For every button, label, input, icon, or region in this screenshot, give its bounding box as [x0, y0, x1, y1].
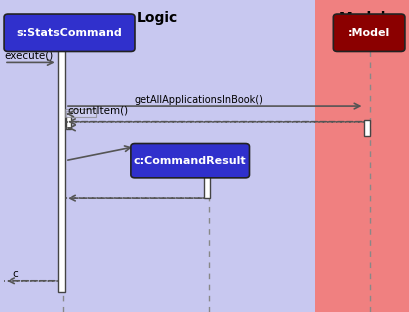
Text: c:CommandResult: c:CommandResult: [134, 156, 247, 166]
Text: s:StatsCommand: s:StatsCommand: [17, 28, 122, 38]
Bar: [0, 0, 315, 312]
Bar: [66, 111, 72, 129]
Bar: [315, 0, 409, 312]
FancyBboxPatch shape: [131, 144, 249, 178]
Bar: [364, 120, 370, 136]
Text: getAllApplicationsInBook(): getAllApplicationsInBook(): [135, 95, 264, 105]
Text: execute(): execute(): [4, 51, 53, 61]
Text: Model: Model: [338, 11, 386, 25]
Text: :Model: :Model: [348, 28, 390, 38]
Text: c: c: [12, 269, 18, 279]
FancyBboxPatch shape: [333, 14, 405, 51]
Text: Logic: Logic: [137, 11, 178, 25]
Bar: [204, 175, 209, 198]
Bar: [58, 48, 65, 292]
FancyBboxPatch shape: [65, 109, 96, 117]
Text: countItem(): countItem(): [67, 105, 128, 115]
FancyBboxPatch shape: [4, 14, 135, 51]
